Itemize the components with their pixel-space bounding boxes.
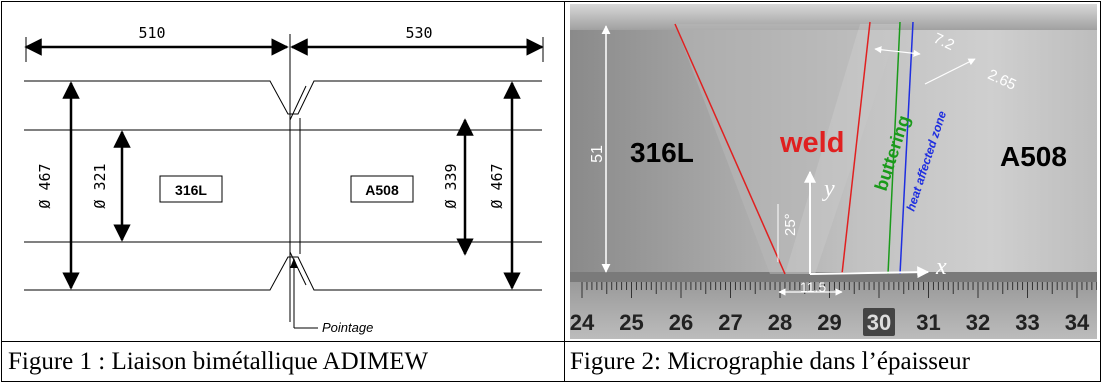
dia-inner-left-text: Ø 321 [91,163,109,208]
pointage-text: Pointage [322,320,373,335]
ruler-number: 26 [669,310,693,335]
label-A508: A508 [1000,141,1067,172]
axis-y-text: y [822,176,835,202]
dim-left-text: 510 [138,24,165,42]
dim-51-text: 51 [589,145,606,163]
material-right-text: A508 [365,182,399,198]
ruler-ticks [581,282,1097,298]
angle-text: 25° [782,213,799,236]
figure2-caption: Figure 2: Micrographie dans l’épaisseur [570,348,970,375]
caption2-cell [564,341,1101,382]
ruler-number: 25 [619,310,643,335]
figure1-caption: Figure 1 : Liaison bimétallique ADIMEW [8,348,429,375]
material-left-text: 316L [175,182,207,198]
label-316L: 316L [630,137,694,168]
figure2-micrograph: 24 25 26 27 28 29 30 31 32 33 34 51 7.2 2.65 316L … [570,4,1097,339]
dia-outer-left-text: Ø 467 [36,163,54,208]
ruler-number: 33 [1015,310,1039,335]
figure1-drawing: 510 530 Ø 467 Ø 321 Ø 339 Ø 467 316L A50… [24,24,544,335]
label-weld: weld [779,127,844,159]
axis-x-text: x [935,254,947,280]
ruler-number: 27 [718,310,742,335]
ruler-number: 29 [817,310,841,335]
ruler-number: 24 [570,310,595,335]
ruler-highlight [863,308,895,336]
dim-115-text: 11.5 [800,279,826,295]
ruler-number: 32 [966,310,990,335]
dia-inner-right-text: Ø 339 [442,163,460,208]
dim-right-text: 530 [405,24,432,42]
ruler-number: 31 [916,310,940,335]
dia-outer-right-text: Ø 467 [488,163,506,208]
ruler-number: 34 [1065,310,1090,335]
ruler-number: 30 [867,310,891,335]
ruler-number: 28 [768,310,792,335]
ruler-numbers: 24 25 26 27 28 29 30 31 32 33 34 [570,308,1090,336]
